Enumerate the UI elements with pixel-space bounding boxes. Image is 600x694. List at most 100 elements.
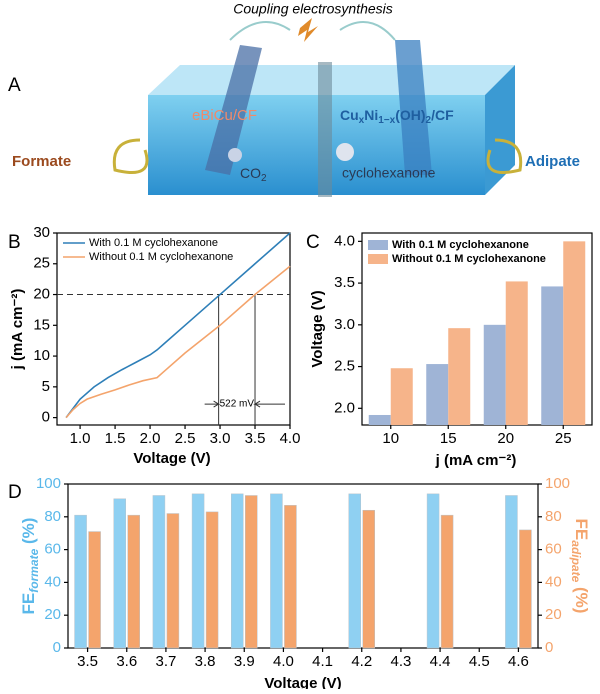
bar — [270, 493, 283, 649]
text-part: CO — [240, 165, 261, 181]
y2-tick-label: 80 — [545, 508, 562, 525]
plot-frame — [56, 232, 291, 426]
electrode-right — [395, 40, 432, 175]
bar — [426, 493, 440, 649]
axis-title: Voltage (V) — [309, 290, 326, 367]
bar — [88, 531, 101, 649]
bar — [284, 505, 297, 649]
x-tick-label: 3.7 — [155, 653, 176, 670]
x-tick-label: 4.4 — [430, 653, 451, 670]
bar — [505, 281, 528, 425]
axis-title: Voltage (V) — [264, 675, 341, 689]
text-part: Cu — [340, 107, 359, 123]
panel-label: C — [306, 232, 320, 253]
plot-frame — [67, 483, 539, 649]
product-label: Formate — [12, 153, 71, 170]
x-tick-label: 4.1 — [312, 653, 333, 670]
bar — [74, 514, 87, 649]
bar — [541, 286, 564, 425]
electrode-left — [205, 45, 262, 175]
axis-title: j (mA cm⁻²) — [9, 289, 26, 371]
molecule — [228, 148, 242, 162]
y-tick-label: 100 — [36, 475, 61, 492]
x-tick-label: 3.6 — [116, 653, 137, 670]
data-line — [65, 265, 291, 419]
flow-arrow — [112, 138, 149, 174]
x-tick-label: 3.9 — [234, 653, 255, 670]
y-tick-label: 30 — [33, 224, 50, 241]
y-tick-label: 5 — [42, 378, 50, 395]
y-tick-label: 60 — [44, 541, 61, 558]
x-tick-label: 1.0 — [70, 430, 91, 447]
bar — [348, 493, 361, 649]
x-tick-label: 4.3 — [390, 653, 411, 670]
flow-arrow — [486, 138, 523, 174]
x-tick-label: 4.0 — [280, 430, 301, 447]
bar — [483, 324, 506, 425]
panel-label: D — [8, 482, 22, 503]
annotation-arrow — [204, 400, 286, 408]
bar — [205, 511, 219, 649]
legend-label: With 0.1 M cyclohexanone — [89, 237, 218, 249]
y-tick-label: 25 — [33, 255, 50, 272]
x-tick-label: 4.0 — [273, 653, 294, 670]
electrode-label: eBiCu/CF — [192, 107, 257, 124]
x-tick-label: 20 — [497, 430, 514, 447]
annotation: 522 mV — [220, 399, 255, 410]
text-part: (%) — [19, 518, 38, 549]
text-part: formate — [27, 548, 41, 592]
wire — [229, 21, 291, 41]
panel-a-title: Coupling electrosynthesis — [233, 1, 393, 17]
y-tick-label: 0 — [42, 409, 50, 426]
bar — [166, 513, 180, 649]
bar — [362, 509, 375, 649]
x-tick-label: 4.2 — [351, 653, 372, 670]
bar — [440, 514, 454, 649]
bar — [245, 495, 258, 649]
axis-title: j (mA cm⁻²) — [435, 452, 517, 469]
x-tick-label: 4.5 — [469, 653, 490, 670]
bar — [152, 495, 166, 649]
x-tick-label: 3.0 — [210, 430, 231, 447]
y2-tick-label: 20 — [545, 606, 562, 623]
panel-label: B — [8, 232, 21, 253]
y2-tick-label: 0 — [545, 639, 553, 656]
wire — [339, 21, 396, 41]
lightning-icon — [298, 18, 318, 42]
bar — [426, 364, 449, 425]
y-tick-label: 2.0 — [334, 399, 355, 416]
text-part: 1−x — [378, 115, 395, 126]
y2-tick-label: 100 — [545, 475, 570, 492]
y-tick-label: 10 — [33, 347, 50, 364]
bar — [563, 241, 586, 425]
y-tick-label: 20 — [44, 606, 61, 623]
x-tick-label: 2.5 — [175, 430, 196, 447]
y2-tick-label: 60 — [545, 541, 562, 558]
text-part: FE — [572, 519, 591, 541]
x-tick-label: 4.6 — [508, 653, 529, 670]
x-tick-label: 3.5 — [245, 430, 266, 447]
axis-title: Voltage (V) — [133, 450, 210, 467]
x-tick-label: 25 — [555, 430, 572, 447]
x-tick-label: 3.8 — [195, 653, 216, 670]
plot-frame — [361, 232, 593, 426]
text-part: (%) — [572, 582, 591, 613]
x-tick-label: 3.5 — [77, 653, 98, 670]
y-tick-label: 80 — [44, 508, 61, 525]
text-part: Ni — [364, 107, 378, 123]
y-tick-label: 4.0 — [334, 232, 355, 249]
axis-title: FEformate (%) — [19, 518, 41, 615]
legend-swatch — [368, 254, 388, 264]
legend-swatch — [368, 240, 388, 250]
x-tick-label: 15 — [440, 430, 457, 447]
x-tick-label: 10 — [382, 430, 399, 447]
x-tick-label: 1.5 — [105, 430, 126, 447]
y-tick-label: 3.0 — [334, 316, 355, 333]
bar — [368, 414, 391, 425]
molecule — [336, 143, 354, 161]
reactant-label: cyclohexanone — [342, 165, 436, 181]
bar — [505, 495, 518, 649]
product-label: Adipate — [525, 153, 580, 170]
bar — [448, 328, 471, 425]
membrane — [318, 62, 332, 197]
